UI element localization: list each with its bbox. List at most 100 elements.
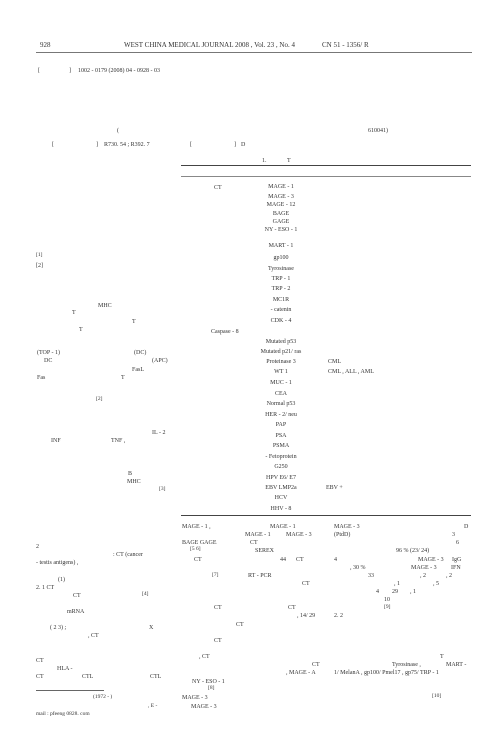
text-t1: T bbox=[72, 310, 76, 316]
text-b: B bbox=[128, 471, 133, 477]
text-t3: T bbox=[79, 327, 83, 333]
antigen-row: HER - 2/ neu bbox=[265, 412, 297, 418]
section-2-1: 2. 1 CT bbox=[36, 585, 55, 591]
antigen-row: TRP - 2 bbox=[271, 286, 291, 292]
footnote-year: (1972 - ) bbox=[93, 694, 113, 700]
ref-9: [9] bbox=[384, 604, 391, 610]
table-bottom-rule bbox=[181, 515, 471, 516]
text-paren23: ( 2 3) ; bbox=[50, 625, 67, 631]
doc-code-bracket-right: ] bbox=[234, 142, 236, 148]
right-1: , 1 bbox=[394, 581, 400, 587]
text-il2: IL - 2 bbox=[152, 430, 166, 436]
text-apc: (APC) bbox=[152, 358, 168, 364]
right-ptd: (PtdD) bbox=[334, 532, 351, 538]
ref-8: [8] bbox=[208, 685, 215, 691]
mid-ct: CT bbox=[250, 540, 258, 546]
mid-ct6: CT bbox=[214, 605, 222, 611]
affiliation-open-paren: ( bbox=[117, 128, 119, 134]
antigen-row: Mutated p53 bbox=[265, 339, 297, 345]
right-mart-line: 1/ MelanA , gp100/ Pmel17 , gp75/ TRP - … bbox=[334, 670, 439, 676]
text-x: X bbox=[149, 625, 154, 631]
mid-mage1: MAGE - 1 , bbox=[182, 524, 211, 530]
text-hla: HLA - bbox=[57, 666, 73, 672]
text-dc-paren: (DC) bbox=[134, 350, 147, 356]
doc-id-bracket-right: ] bbox=[69, 68, 71, 74]
text-ct-cancer: : CT (cancer bbox=[113, 552, 143, 558]
antigen-row: Mutated p21/ ras bbox=[260, 349, 302, 355]
text-one: (1) bbox=[58, 577, 65, 583]
text-t4: T bbox=[121, 375, 125, 381]
antigen-row: MC1R bbox=[272, 297, 290, 303]
text-fas: Fas bbox=[37, 375, 46, 381]
text-top1: (TOP - 1) bbox=[37, 350, 60, 356]
antigen-row: CEA bbox=[275, 391, 287, 397]
mid-2-2: 2. 2 bbox=[334, 613, 343, 619]
note-ebv: EBV + bbox=[326, 485, 343, 491]
text-ctl3: CTL bbox=[150, 674, 162, 680]
mid-ct7: CT bbox=[288, 605, 296, 611]
antigen-row: WT 1 bbox=[274, 369, 288, 375]
table-caption: 1. bbox=[262, 158, 267, 164]
right-33: 33 bbox=[368, 573, 374, 579]
antigen-row: - Fetoprotein bbox=[265, 454, 297, 460]
header-rule bbox=[36, 52, 472, 53]
footnote-e: , E - bbox=[148, 703, 158, 709]
antigen-row: BAGE bbox=[272, 211, 290, 217]
mid-bage-gage: BAGE GAGE bbox=[182, 540, 217, 546]
antigen-row-caspase: Caspase - 8 bbox=[211, 329, 239, 335]
ref-7: [7] bbox=[212, 572, 219, 578]
text-fasl: FasL bbox=[132, 367, 144, 373]
mid-magea: , MAGE - A bbox=[286, 670, 316, 676]
footnote-email: mail : pfeeng 0828. com bbox=[36, 711, 90, 717]
antigen-row: NY - ESO - 1 bbox=[264, 227, 298, 233]
right-4: 4 bbox=[334, 557, 337, 563]
mid-mage3a: MAGE - 3 bbox=[182, 695, 208, 701]
postcode: 610041) bbox=[368, 128, 388, 134]
antigen-row: HHV - 8 bbox=[270, 506, 292, 512]
mid-mage3b: MAGE - 3 bbox=[191, 704, 217, 710]
text-ct4: CT bbox=[36, 658, 44, 664]
issn-line: 1002 - 0179 (2008) 04 - 0928 - 03 bbox=[78, 68, 160, 74]
antigen-row: MART - 1 bbox=[268, 243, 294, 249]
mid-ct9: CT bbox=[214, 638, 222, 644]
right-29: 29 bbox=[392, 589, 398, 595]
table-top-rule bbox=[181, 165, 471, 166]
antigen-row: PAP bbox=[275, 422, 287, 428]
right-2b: , 2 bbox=[446, 573, 452, 579]
mid-mage1b: MAGE - 1 bbox=[270, 524, 296, 530]
right-4b: 4 bbox=[376, 589, 379, 595]
right-2: , 2 bbox=[420, 573, 426, 579]
right-10: 10 bbox=[384, 597, 390, 603]
right-d: D bbox=[464, 524, 469, 530]
right-3: 3 bbox=[452, 532, 455, 538]
right-mage3: MAGE - 3 bbox=[334, 524, 360, 530]
antigen-row: gp100 bbox=[273, 255, 289, 261]
text-ct3: , CT bbox=[88, 633, 99, 639]
mid-ct8: CT bbox=[236, 622, 244, 628]
page-number: 928 bbox=[40, 41, 51, 49]
antigen-row: CDK - 4 bbox=[270, 318, 292, 324]
mid-rtpcr: RT - PCR bbox=[248, 573, 272, 579]
ref-4: [4] bbox=[142, 591, 149, 597]
text-tnf: TNF , bbox=[111, 438, 126, 444]
section-2: 2 bbox=[36, 544, 39, 550]
doc-id-bracket-left: [ bbox=[38, 68, 40, 74]
note-cml: CML bbox=[328, 359, 342, 365]
antigen-row: MUC - 1 bbox=[270, 380, 292, 386]
table-col-head: CT bbox=[214, 185, 222, 191]
text-inf: INF bbox=[51, 438, 61, 444]
ref-2b: [2] bbox=[96, 396, 103, 402]
antigen-row: TRP - 1 bbox=[271, 276, 291, 282]
antigen-row: MAGE - 12 bbox=[266, 202, 296, 208]
doc-code: D bbox=[241, 142, 246, 148]
right-pct: 96 % (23/ 24) bbox=[396, 548, 430, 554]
mid-ct11: CT bbox=[312, 662, 320, 668]
ref-2: [2] bbox=[36, 263, 43, 269]
right-tyro: Tyrosinase , bbox=[392, 662, 421, 668]
antigen-row: Tyrosinase bbox=[268, 266, 294, 272]
antigen-row: HPV E6/ E7 bbox=[266, 475, 296, 481]
antigen-row: PSMA bbox=[272, 443, 290, 449]
ref-1: [1] bbox=[36, 252, 43, 258]
right-6: 6 bbox=[456, 540, 459, 546]
mid-ct10: , CT bbox=[199, 654, 210, 660]
